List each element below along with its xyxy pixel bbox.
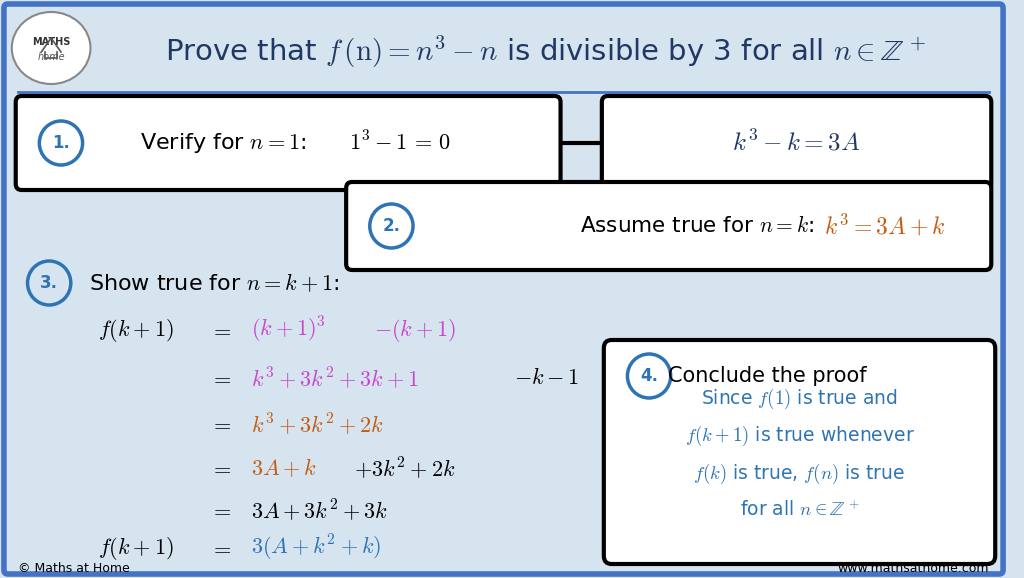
Text: MATHS: MATHS [32, 37, 71, 47]
Text: $-(k+1)$: $-(k+1)$ [374, 317, 456, 343]
Text: $- k - 1$: $- k - 1$ [514, 368, 580, 388]
Text: $=$: $=$ [210, 458, 232, 478]
Circle shape [39, 121, 83, 165]
Text: $+ 3k^2 + 2k$: $+ 3k^2 + 2k$ [354, 455, 456, 481]
FancyBboxPatch shape [15, 96, 560, 190]
Text: $3(A + k^2 + k)$: $3(A + k^2 + k)$ [251, 533, 381, 563]
Text: $=$: $=$ [210, 538, 232, 558]
Text: Verify for $n = 1$:      $1^3 - 1\, =\, 0$: Verify for $n = 1$: $1^3 - 1\, =\, 0$ [139, 129, 451, 157]
FancyBboxPatch shape [4, 4, 1004, 574]
Text: 4.: 4. [640, 367, 658, 385]
Text: $3A + k$: $3A + k$ [251, 457, 316, 479]
Text: $=$: $=$ [210, 320, 232, 340]
Text: 3.: 3. [40, 274, 58, 292]
FancyBboxPatch shape [346, 182, 991, 270]
Circle shape [370, 204, 413, 248]
Text: Show true for $n = k + 1$:: Show true for $n = k + 1$: [88, 272, 339, 294]
Text: $=$: $=$ [210, 368, 232, 388]
Text: home: home [37, 52, 65, 62]
Text: $f(k+1)$: $f(k+1)$ [98, 317, 174, 343]
Text: $k^3 + 3k^2 + 3k + 1$: $k^3 + 3k^2 + 3k + 1$ [251, 365, 419, 391]
Text: $=$: $=$ [210, 500, 232, 520]
Text: $k^3 - k = 3A$: $k^3 - k = 3A$ [732, 130, 861, 156]
Circle shape [628, 354, 671, 398]
Text: $k^3 = 3A + k$: $k^3 = 3A + k$ [824, 213, 946, 239]
Text: Since $f(1)$ is true and
$f(k+1)$ is true whenever
$f(k)$ is true, $f(n)$ is tru: Since $f(1)$ is true and $f(k+1)$ is tru… [685, 387, 914, 520]
Text: 2.: 2. [382, 217, 400, 235]
Text: $(k+1)^3$: $(k+1)^3$ [251, 315, 326, 345]
Text: Assume true for $n = k$:: Assume true for $n = k$: [581, 216, 814, 236]
FancyBboxPatch shape [602, 96, 991, 190]
Circle shape [28, 261, 71, 305]
Text: $=$: $=$ [210, 414, 232, 434]
Text: Conclude the proof: Conclude the proof [668, 366, 866, 386]
Text: $f(k+1)$: $f(k+1)$ [98, 535, 174, 561]
Text: $k^3 + 3k^2 + 2k$: $k^3 + 3k^2 + 2k$ [251, 411, 384, 437]
Ellipse shape [12, 12, 90, 84]
Text: © Maths at Home: © Maths at Home [17, 561, 129, 575]
Text: www.mathsathome.com: www.mathsathome.com [838, 561, 989, 575]
FancyBboxPatch shape [604, 340, 995, 564]
Text: 1.: 1. [52, 134, 70, 152]
Text: Prove that $f\,({\rm n}) = n^3 - n$ is divisible by 3 for all $n \in \mathbb{Z}^: Prove that $f\,({\rm n}) = n^3 - n$ is d… [165, 34, 927, 70]
Text: $3A + 3k^2 + 3k$: $3A + 3k^2 + 3k$ [251, 497, 388, 523]
